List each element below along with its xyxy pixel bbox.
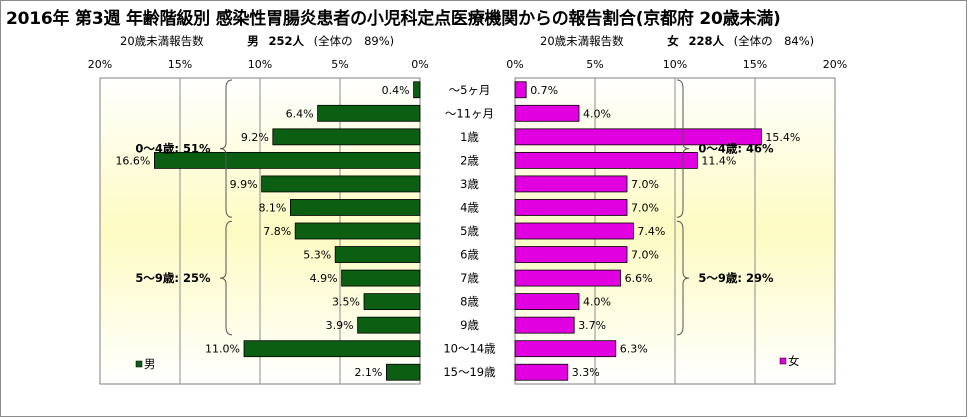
age-category-label: 15〜19歳 (443, 365, 496, 379)
female-age-group-annotation: 0〜4歳: 46% (698, 142, 774, 156)
female-bar (514, 104, 580, 122)
female-bar (514, 340, 617, 358)
age-category-label: 5歳 (460, 224, 479, 238)
female-bar (514, 269, 621, 287)
age-category-label: 7歳 (460, 271, 479, 285)
right-xtick-label: 20% (823, 58, 847, 71)
header-left: 20歳未満報告数 男 252人 (全体の 89%) (120, 33, 394, 49)
age-category-label: 3歳 (460, 177, 479, 191)
age-category-label: 〜11ヶ月 (445, 106, 494, 120)
male-bar (153, 151, 421, 169)
male-bar (317, 104, 421, 122)
age-category-label: 4歳 (460, 200, 479, 214)
female-value-label: 11.4% (701, 154, 736, 167)
male-bar (334, 246, 421, 263)
male-bar (363, 293, 421, 311)
male-bar (413, 81, 421, 99)
left-xtick-label: 5% (331, 58, 348, 71)
header-left-sex: 男 (247, 34, 259, 48)
male-age-group-annotation: 0〜4歳: 51% (135, 142, 211, 156)
male-bar (272, 128, 421, 146)
age-category-label: 2歳 (460, 153, 479, 167)
female-value-label: 3.7% (578, 319, 606, 332)
male-value-label: 4.9% (310, 272, 338, 285)
female-bar (514, 199, 628, 216)
left-xtick-label: 20% (88, 58, 112, 71)
right-xtick-label: 0% (506, 58, 523, 71)
left-brace (219, 220, 233, 336)
header-right-count: 228人 (688, 34, 724, 48)
male-value-label: 9.2% (241, 131, 269, 144)
right-xtick-label: 5% (586, 58, 603, 71)
female-bar (514, 222, 634, 240)
male-bar (357, 316, 421, 334)
female-age-group-annotation: 5〜9歳: 29% (698, 271, 774, 285)
male-bar (385, 363, 421, 381)
chart-title: 2016年 第3週 年齢階級別 感染性胃腸炎患者の小児科定点医療機関からの報告割… (6, 9, 781, 29)
female-bar (514, 128, 762, 146)
female-bar (514, 175, 628, 193)
right-xtick-label: 15% (743, 58, 767, 71)
age-category-label: 〜5ヶ月 (449, 83, 491, 97)
male-value-label: 0.4% (382, 84, 410, 97)
female-bar (514, 81, 527, 99)
male-bar (294, 222, 421, 240)
female-value-label: 3.3% (572, 366, 600, 379)
header-right-sex: 女 (667, 34, 679, 48)
female-bar (514, 246, 628, 263)
header-right-label: 20歳未満報告数 (540, 34, 624, 48)
male-value-label: 3.5% (332, 296, 360, 309)
male-value-label: 2.1% (354, 366, 382, 379)
female-legend-label: 女 (788, 354, 800, 368)
left-xtick-label: 0% (411, 58, 428, 71)
left-xtick-label: 10% (248, 58, 272, 71)
female-bar (514, 293, 580, 311)
female-value-label: 6.6% (625, 272, 653, 285)
male-value-label: 9.9% (230, 178, 258, 191)
male-legend-label: 男 (144, 357, 156, 371)
left-xtick-label: 15% (168, 58, 192, 71)
header-left-count: 252人 (268, 34, 304, 48)
header-right-share: (全体の 84%) (733, 34, 815, 48)
female-value-label: 4.0% (583, 296, 611, 309)
female-value-label: 7.4% (637, 225, 665, 238)
header-left-share: (全体の 89%) (313, 34, 395, 48)
male-value-label: 5.3% (303, 249, 331, 262)
female-value-label: 7.0% (631, 201, 659, 214)
male-value-label: 6.4% (286, 107, 314, 120)
header-right: 20歳未満報告数 女 228人 (全体の 84%) (540, 33, 814, 49)
female-value-label: 6.3% (620, 343, 648, 356)
age-category-label: 6歳 (460, 248, 479, 262)
male-value-label: 11.0% (205, 343, 240, 356)
age-category-label: 9歳 (460, 318, 479, 332)
right-brace (676, 220, 690, 336)
female-bar (514, 151, 698, 169)
male-bar (341, 269, 421, 287)
age-category-label: 1歳 (460, 130, 479, 144)
female-bar (514, 363, 569, 381)
male-value-label: 8.1% (258, 201, 286, 214)
age-category-label: 8歳 (460, 295, 479, 309)
female-value-label: 7.0% (631, 178, 659, 191)
female-value-label: 7.0% (631, 249, 659, 262)
age-category-label: 10〜14歳 (443, 342, 496, 356)
male-value-label: 3.9% (326, 319, 354, 332)
male-bar (243, 340, 421, 358)
female-value-label: 15.4% (765, 131, 800, 144)
male-value-label: 16.6% (115, 154, 150, 167)
male-bar (289, 199, 421, 216)
female-bar (514, 316, 575, 334)
male-value-label: 7.8% (263, 225, 291, 238)
male-legend-swatch (135, 360, 143, 368)
female-legend-swatch (779, 357, 787, 365)
left-brace (219, 79, 233, 218)
right-brace (676, 79, 690, 218)
header-left-label: 20歳未満報告数 (120, 34, 204, 48)
male-age-group-annotation: 5〜9歳: 25% (135, 271, 211, 285)
right-xtick-label: 10% (663, 58, 687, 71)
female-value-label: 0.7% (530, 84, 558, 97)
female-value-label: 4.0% (583, 107, 611, 120)
male-bar (261, 175, 421, 193)
